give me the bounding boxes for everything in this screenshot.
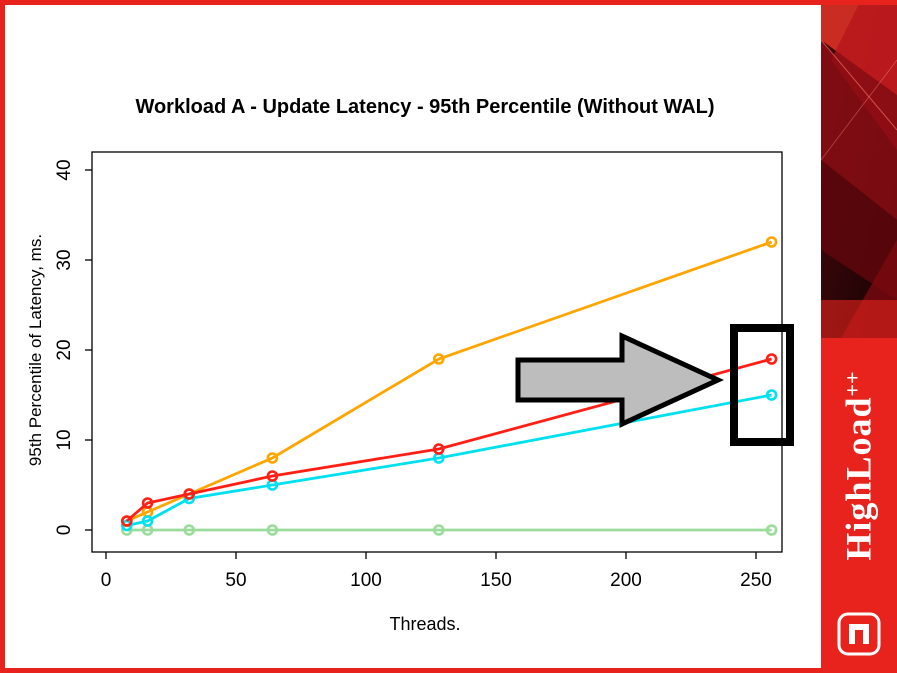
y-tick-label: 20: [54, 339, 75, 360]
chart-title: Workload A - Update Latency - 95th Perce…: [135, 96, 715, 118]
slide-border-bottom: [0, 668, 897, 673]
y-tick-label: 0: [54, 525, 75, 536]
x-tick-label: 0: [101, 570, 112, 591]
data-point-red: [141, 497, 154, 509]
data-point-orange: [432, 353, 445, 365]
series-line-red: [125, 357, 772, 523]
data-point-red: [266, 470, 279, 482]
data-point-red: [121, 515, 133, 527]
x-tick-label: 250: [740, 570, 772, 591]
y-tick-label: 10: [54, 429, 75, 450]
x-tick-label: 50: [225, 570, 246, 591]
slide-border-top: [0, 0, 897, 5]
data-point-green-flat: [765, 524, 778, 536]
highload-logo-icon: [837, 612, 881, 656]
data-point-orange: [266, 452, 279, 464]
data-point-orange: [765, 236, 778, 248]
data-point-green-flat: [266, 524, 279, 536]
highload-wordmark: HighLoad++: [821, 332, 897, 600]
x-tick-label: 200: [610, 570, 642, 591]
x-tick-label: 100: [350, 570, 382, 591]
data-point-green-flat: [183, 524, 195, 536]
x-tick-label: 150: [480, 570, 512, 591]
series-line-orange: [126, 240, 773, 523]
y-tick-label: 40: [54, 159, 75, 180]
latency-line-chart: 0 50 100 150 200 250 0 10 20 30 40: [54, 151, 783, 591]
data-point-red: [183, 488, 195, 500]
y-tick-label: 30: [54, 249, 75, 270]
brand-suffix: ++: [840, 371, 866, 397]
x-axis-title: Threads.: [389, 614, 461, 634]
slide-border-left: [0, 0, 5, 673]
data-point-cyan: [141, 515, 154, 527]
brand-name: HighLoad: [839, 396, 880, 561]
sidebar-artwork: [821, 0, 897, 338]
data-point-green-flat: [432, 524, 445, 536]
data-point-red: [432, 443, 445, 455]
highload-sidebar: HighLoad++: [821, 0, 897, 673]
series-line-cyan: [126, 393, 772, 527]
